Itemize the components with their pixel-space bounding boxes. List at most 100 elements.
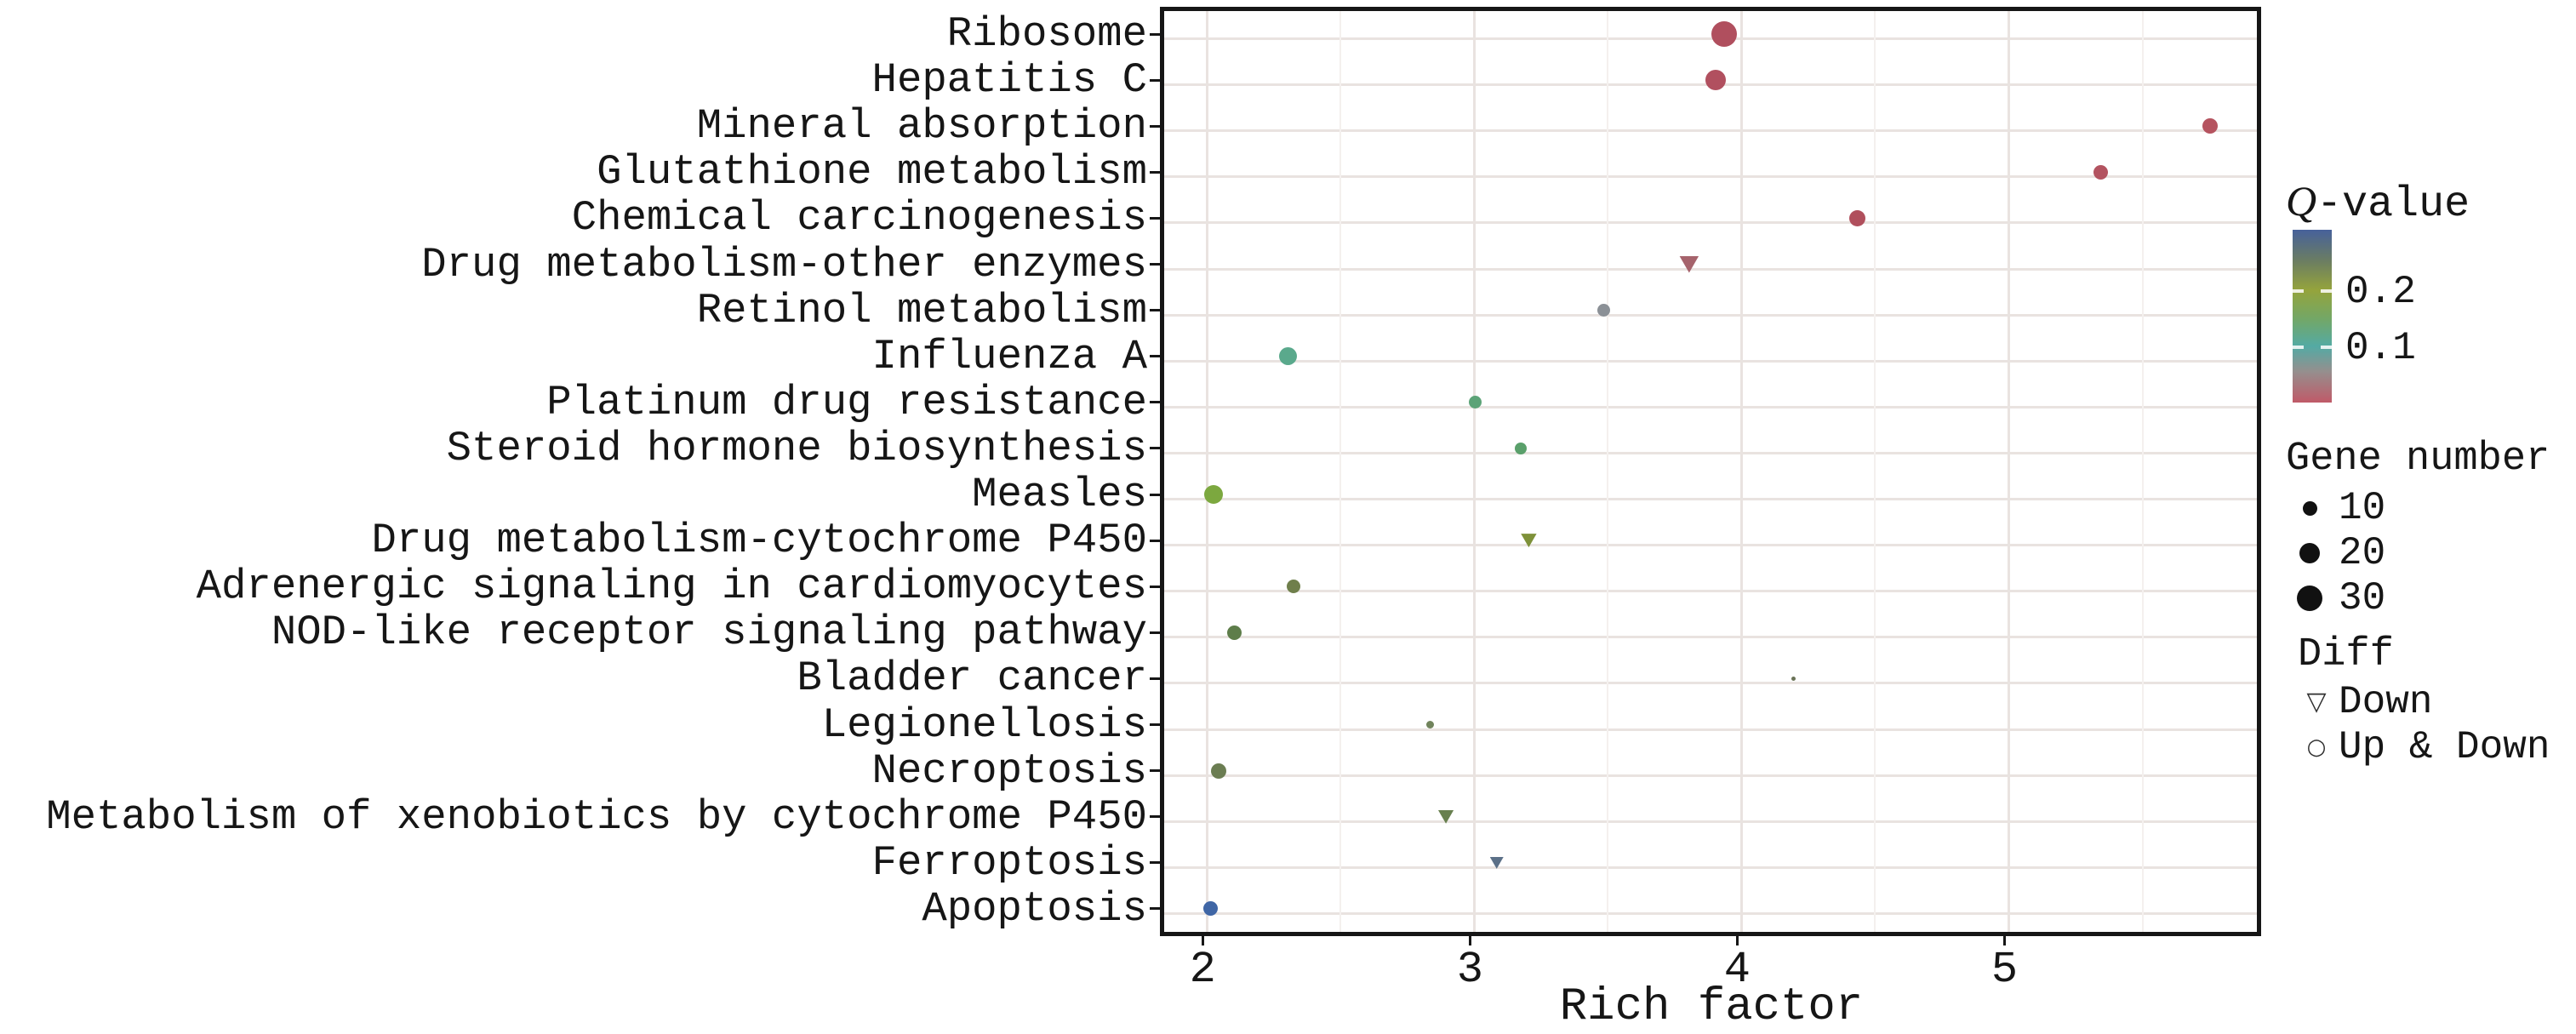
gridline-horizontal — [1164, 774, 2257, 777]
diff-label: Up & Down — [2339, 725, 2550, 769]
data-point — [1227, 625, 1242, 640]
qvalue-legend-title: Q-value — [2286, 177, 2470, 229]
data-point — [1203, 901, 1219, 917]
gene-number-label: 20 — [2339, 531, 2386, 575]
colorbar-tick — [2293, 289, 2304, 294]
y-axis-tick — [1150, 263, 1160, 266]
gridline-horizontal — [1164, 451, 2257, 454]
x-axis-tick-label: 4 — [1723, 945, 1751, 995]
data-point — [1711, 21, 1737, 47]
gridline-horizontal — [1164, 498, 2257, 501]
gene-number-label: 30 — [2339, 576, 2386, 620]
gridline-horizontal — [1164, 820, 2257, 823]
x-axis-tick-label: 5 — [1991, 945, 2019, 995]
x-axis-tick — [1201, 936, 1204, 945]
plot-panel — [1160, 7, 2261, 936]
gridline-horizontal — [1164, 865, 2257, 869]
gridline-horizontal — [1164, 37, 2257, 40]
gridline-horizontal — [1164, 267, 2257, 271]
data-point — [1203, 485, 1223, 505]
y-axis-label: Metabolism of xenobiotics by cytochrome … — [46, 792, 1147, 841]
gridline-vertical-minor — [1339, 11, 1342, 932]
gridline-vertical-minor — [1607, 11, 1609, 932]
diff-label: Down — [2339, 680, 2433, 724]
x-axis-tick — [2002, 936, 2006, 945]
y-axis-label: NOD-like receptor signaling pathway — [271, 608, 1147, 657]
data-point — [1469, 396, 1482, 409]
y-axis-label: Drug metabolism-other enzymes — [421, 240, 1147, 288]
gridline-horizontal — [1164, 636, 2257, 639]
gridline-horizontal — [1164, 359, 2257, 363]
y-axis-tick — [1150, 631, 1160, 634]
y-axis-label: Steroid hormone biosynthesis — [446, 424, 1147, 472]
y-axis-label: Adrenergic signaling in cardiomyocytes — [196, 563, 1147, 611]
y-axis-label: Measles — [972, 471, 1147, 519]
gene-number-dot — [2299, 543, 2320, 563]
gridline-vertical-major — [1740, 11, 1744, 932]
y-axis-label: Chemical carcinogenesis — [571, 194, 1147, 243]
gene-number-dot — [2296, 585, 2323, 612]
gridline-horizontal — [1164, 405, 2257, 408]
colorbar-tick — [2293, 345, 2304, 349]
colorbar-tick — [2321, 345, 2332, 349]
gene-number-dot — [2302, 500, 2317, 516]
x-axis-tick-label: 2 — [1189, 945, 1216, 995]
gridline-horizontal — [1164, 911, 2257, 915]
x-axis-tick — [1735, 936, 1739, 945]
data-point — [1596, 304, 1610, 317]
y-axis-label: Influenza A — [871, 332, 1147, 380]
data-point — [1705, 70, 1727, 91]
y-axis-label: Ferroptosis — [871, 838, 1147, 887]
qvalue-colorbar — [2293, 230, 2332, 403]
y-axis-tick — [1150, 124, 1160, 128]
gene-number-legend-title: Gene number — [2286, 437, 2550, 482]
y-axis-tick — [1150, 769, 1160, 773]
triangle-down-icon: ▽ — [2306, 687, 2327, 717]
y-axis-label: Bladder cancer — [797, 654, 1147, 703]
diff-legend-title: Diff — [2298, 632, 2394, 677]
y-axis-tick — [1150, 493, 1160, 496]
gridline-horizontal — [1164, 682, 2257, 685]
y-axis-tick — [1150, 585, 1160, 588]
y-axis-tick — [1150, 539, 1160, 542]
y-axis-tick — [1150, 309, 1160, 312]
data-point — [1425, 721, 1434, 729]
data-point — [1211, 763, 1227, 779]
gridline-vertical-minor — [2141, 11, 2144, 932]
gridline-vertical-major — [1206, 11, 1209, 932]
x-axis-title: Rich factor — [1559, 981, 1864, 1033]
data-point — [1279, 347, 1298, 366]
y-axis-tick — [1150, 907, 1160, 911]
y-axis-tick — [1150, 170, 1160, 174]
colorbar-tick-label: 0.1 — [2345, 325, 2416, 370]
y-axis-label: Platinum drug resistance — [546, 378, 1147, 426]
x-axis-tick-label: 3 — [1456, 945, 1483, 995]
y-axis-tick — [1150, 216, 1160, 220]
y-axis-label: Ribosome — [946, 10, 1147, 58]
data-point — [1679, 255, 1699, 273]
gridline-vertical-minor — [1874, 11, 1876, 932]
circle-icon: ○ — [2306, 734, 2327, 760]
y-axis-label: Retinol metabolism — [696, 286, 1147, 334]
y-axis-label: Mineral absorption — [696, 102, 1147, 151]
gridline-vertical-major — [1473, 11, 1476, 932]
y-axis-label: Legionellosis — [821, 700, 1147, 749]
y-axis-label: Necroptosis — [871, 746, 1147, 795]
y-axis-label: Hepatitis C — [871, 56, 1147, 105]
y-axis-tick — [1150, 32, 1160, 36]
gridline-horizontal — [1164, 175, 2257, 179]
y-axis-tick — [1150, 861, 1160, 865]
x-axis-tick — [1468, 936, 1471, 945]
y-axis-tick — [1150, 447, 1160, 450]
gene-number-label: 10 — [2339, 486, 2386, 530]
gridline-horizontal — [1164, 590, 2257, 593]
gridline-horizontal — [1164, 728, 2257, 731]
data-point — [1515, 442, 1527, 454]
colorbar-tick — [2321, 289, 2332, 294]
gridline-horizontal — [1164, 313, 2257, 317]
colorbar-tick-label: 0.2 — [2345, 270, 2416, 315]
data-point — [2093, 164, 2109, 180]
data-point — [1791, 676, 1796, 681]
y-axis-tick — [1150, 677, 1160, 680]
